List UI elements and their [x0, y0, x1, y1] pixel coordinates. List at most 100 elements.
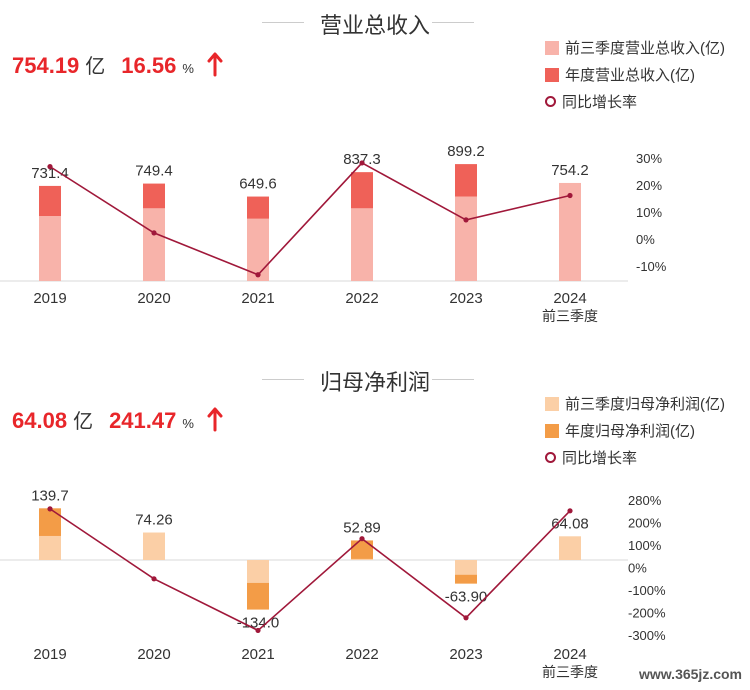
legend-item-annual: 年度营业总收入(亿): [545, 61, 725, 88]
x-tick-label: 2021: [241, 646, 274, 663]
legend-item-annual: 年度归母净利润(亿): [545, 417, 725, 444]
legend-swatch: [545, 396, 559, 411]
headline-unit: 亿: [73, 411, 94, 433]
x-tick-label: 2022: [345, 290, 378, 307]
headline-growth: 16.56: [121, 53, 177, 78]
x-tick-label: 2020: [137, 646, 170, 663]
growth-point: [255, 272, 261, 278]
legend-label: 前三季度营业总收入(亿): [565, 40, 725, 57]
data-label: 749.4: [135, 163, 173, 180]
headline-growth-unit: %: [182, 416, 194, 431]
bar-quarterly: [455, 560, 477, 575]
y-right-tick-label: -10%: [636, 259, 667, 274]
data-label: 649.6: [239, 176, 277, 193]
legend-item-quarterly: 前三季度营业总收入(亿): [545, 34, 725, 61]
growth-point: [359, 160, 365, 166]
bar-quarterly: [143, 208, 165, 281]
bar-quarterly: [455, 196, 477, 281]
growth-point: [151, 230, 157, 236]
title-rule-left: [262, 379, 304, 380]
legend-label: 同比增长率: [562, 450, 638, 467]
data-label: 139.7: [31, 487, 69, 504]
growth-point: [151, 576, 157, 582]
x-tick-label: 2024: [553, 646, 586, 663]
revenue-panel: 营业总收入 754.19 亿 16.56% 前三季度营业总收入(亿) 年度营业总收入…: [0, 0, 750, 340]
legend-item-growth: 同比增长率: [545, 444, 725, 471]
y-right-tick-label: 0%: [628, 561, 647, 576]
growth-point: [255, 627, 261, 634]
x-tick-label: 2023: [449, 646, 482, 663]
headline-growth-unit: %: [182, 61, 194, 76]
headline: 64.08 亿 241.47%: [12, 405, 223, 434]
y-right-tick-label: 100%: [628, 538, 662, 553]
profit-chart: 139.7 2019 74.26 2020 -134.0 2021 52.89 2022 -63…: [0, 487, 666, 680]
up-arrow-icon: [207, 52, 223, 77]
bar-quarterly: [247, 218, 269, 281]
y-right-tick-label: 280%: [628, 493, 662, 508]
chart-title: 营业总收入: [319, 13, 430, 38]
revenue-chart: 731.4 2019 749.4 2020 649.6 2021 837.3 2022 899.…: [0, 143, 667, 324]
y-right-tick-label: 30%: [636, 151, 662, 166]
title-rule-right: [432, 379, 474, 380]
legend-label: 同比增长率: [562, 94, 638, 111]
watermark: www.365jz.com: [639, 666, 742, 682]
legend: 前三季度营业总收入(亿) 年度营业总收入(亿) 同比增长率: [545, 34, 725, 115]
x-tick-label: 2022: [345, 646, 378, 663]
y-right-tick-label: -200%: [628, 606, 666, 621]
y-right-tick-label: -100%: [628, 583, 666, 598]
data-label: 837.3: [343, 151, 381, 168]
title-rule-right: [432, 22, 474, 23]
bar-quarterly: [351, 558, 373, 560]
x-tick-label: 2020: [137, 290, 170, 307]
bar-quarterly: [39, 216, 61, 281]
growth-point: [463, 217, 469, 223]
x-tick-label: 2019: [33, 646, 66, 663]
data-label: 74.26: [135, 512, 173, 529]
growth-point: [567, 192, 573, 199]
bar-quarterly: [351, 208, 373, 281]
legend-swatch: [545, 423, 559, 438]
x-tick-sublabel: 前三季度: [542, 664, 598, 680]
bar-quarterly: [247, 560, 269, 583]
growth-point: [359, 536, 365, 542]
x-tick-label: 2021: [241, 290, 274, 307]
y-right-tick-label: 20%: [636, 178, 662, 193]
bar-quarterly: [39, 535, 61, 560]
legend-swatch: [545, 67, 559, 82]
y-right-tick-label: 0%: [636, 232, 655, 247]
growth-point: [463, 615, 469, 621]
growth-line: [49, 508, 571, 632]
up-arrow-icon: [207, 407, 223, 432]
legend-label: 年度归母净利润(亿): [565, 423, 695, 440]
legend-item-growth: 同比增长率: [545, 88, 725, 115]
headline-growth: 241.47: [109, 408, 177, 433]
data-label: 52.89: [343, 519, 381, 536]
bar-annual: [351, 540, 373, 560]
profit-panel: 归母净利润 64.08 亿 241.47% 前三季度归母净利润(亿) 年度归母净利润…: [0, 355, 750, 690]
data-label: -134.0: [237, 615, 280, 632]
y-right-tick-label: 200%: [628, 516, 662, 531]
data-label: 899.2: [447, 143, 485, 160]
data-label: 754.2: [551, 162, 589, 179]
headline-value: 64.08: [12, 408, 68, 433]
data-label: 731.4: [31, 165, 69, 182]
growth-point: [567, 508, 573, 514]
legend-swatch: [545, 40, 559, 55]
headline-value: 754.19: [12, 53, 80, 78]
legend-label: 年度营业总收入(亿): [565, 67, 695, 84]
x-tick-label: 2023: [449, 290, 482, 307]
growth-line: [49, 161, 571, 276]
bar-quarterly: [143, 532, 165, 560]
growth-point: [47, 506, 53, 512]
y-right-tick-label: 10%: [636, 205, 662, 220]
legend-marker: [545, 452, 556, 463]
data-label: -63.90: [445, 589, 488, 606]
headline-unit: 亿: [85, 56, 106, 78]
x-tick-label: 2024: [553, 290, 586, 307]
x-tick-label: 2019: [33, 290, 66, 307]
legend-marker: [545, 96, 556, 107]
bar-quarterly: [559, 536, 581, 560]
legend-label: 前三季度归母净利润(亿): [565, 396, 725, 413]
chart-title: 归母净利润: [319, 370, 430, 395]
legend: 前三季度归母净利润(亿) 年度归母净利润(亿) 同比增长率: [545, 390, 725, 471]
